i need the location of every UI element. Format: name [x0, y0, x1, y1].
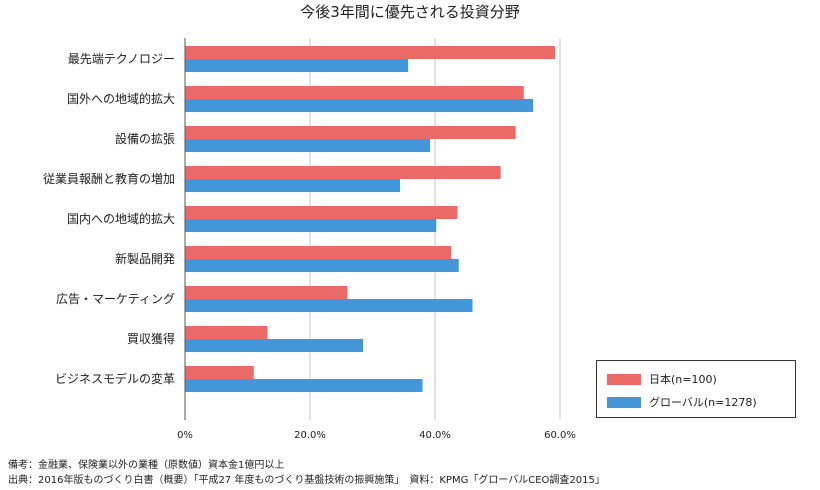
- category-label-3: 従業員報酬と教育の増加: [43, 171, 175, 186]
- category-label-2: 設備の拡張: [115, 131, 175, 146]
- bar-japan-4: [185, 206, 458, 219]
- bar-global-5: [185, 259, 459, 272]
- bar-japan-1: [185, 86, 524, 99]
- legend-swatch-japan: [607, 373, 641, 385]
- category-label-8: ビジネスモデルの変革: [55, 371, 175, 386]
- bar-global-4: [185, 219, 437, 232]
- category-label-6: 広告・マーケティング: [56, 292, 175, 306]
- legend-label-global: グローバル(n=1278): [649, 396, 757, 409]
- bar-global-7: [185, 339, 364, 352]
- chart-title: 今後3年間に優先される投資分野: [300, 3, 520, 21]
- category-label-7: 買収獲得: [127, 331, 175, 346]
- x-tick-label-0: 0%: [177, 430, 193, 441]
- bar-japan-5: [185, 246, 452, 259]
- bar-japan-0: [185, 46, 555, 59]
- x-tick-label-1: 20.0%: [294, 430, 326, 441]
- bar-global-2: [185, 139, 430, 152]
- footnote-remarks: 備考：金融業、保険業以外の業種（原数値）資本金1億円以上: [8, 460, 285, 471]
- category-label-0: 最先端テクノロジー: [68, 52, 175, 66]
- legend-label-japan: 日本(n=100): [649, 373, 717, 386]
- chart-legend: 日本(n=100) グローバル(n=1278): [596, 360, 796, 418]
- bar-global-6: [185, 299, 473, 312]
- bar-japan-7: [185, 326, 268, 339]
- bar-global-8: [185, 379, 423, 392]
- category-label-1: 国外への地域的拡大: [67, 91, 175, 106]
- x-tick-label-2: 40.0%: [419, 430, 451, 441]
- bar-global-3: [185, 179, 400, 192]
- bar-japan-8: [185, 366, 254, 379]
- category-label-5: 新製品開発: [115, 251, 175, 266]
- bar-global-0: [185, 59, 409, 72]
- category-label-4: 国内への地域的拡大: [67, 211, 175, 226]
- bar-japan-2: [185, 126, 516, 139]
- footnote-source: 出典：2016年版ものづくり白書（概要）「平成27 年度ものづくり基盤技術の振興…: [8, 475, 605, 486]
- x-tick-label-3: 60.0%: [544, 430, 576, 441]
- legend-item-global: グローバル(n=1278): [607, 394, 757, 410]
- legend-swatch-global: [607, 396, 641, 408]
- footnotes: 備考：金融業、保険業以外の業種（原数値）資本金1億円以上 出典：2016年版もの…: [8, 458, 605, 488]
- legend-item-japan: 日本(n=100): [607, 371, 717, 387]
- bar-global-1: [185, 99, 534, 112]
- bar-japan-3: [185, 166, 501, 179]
- bar-japan-6: [185, 286, 348, 299]
